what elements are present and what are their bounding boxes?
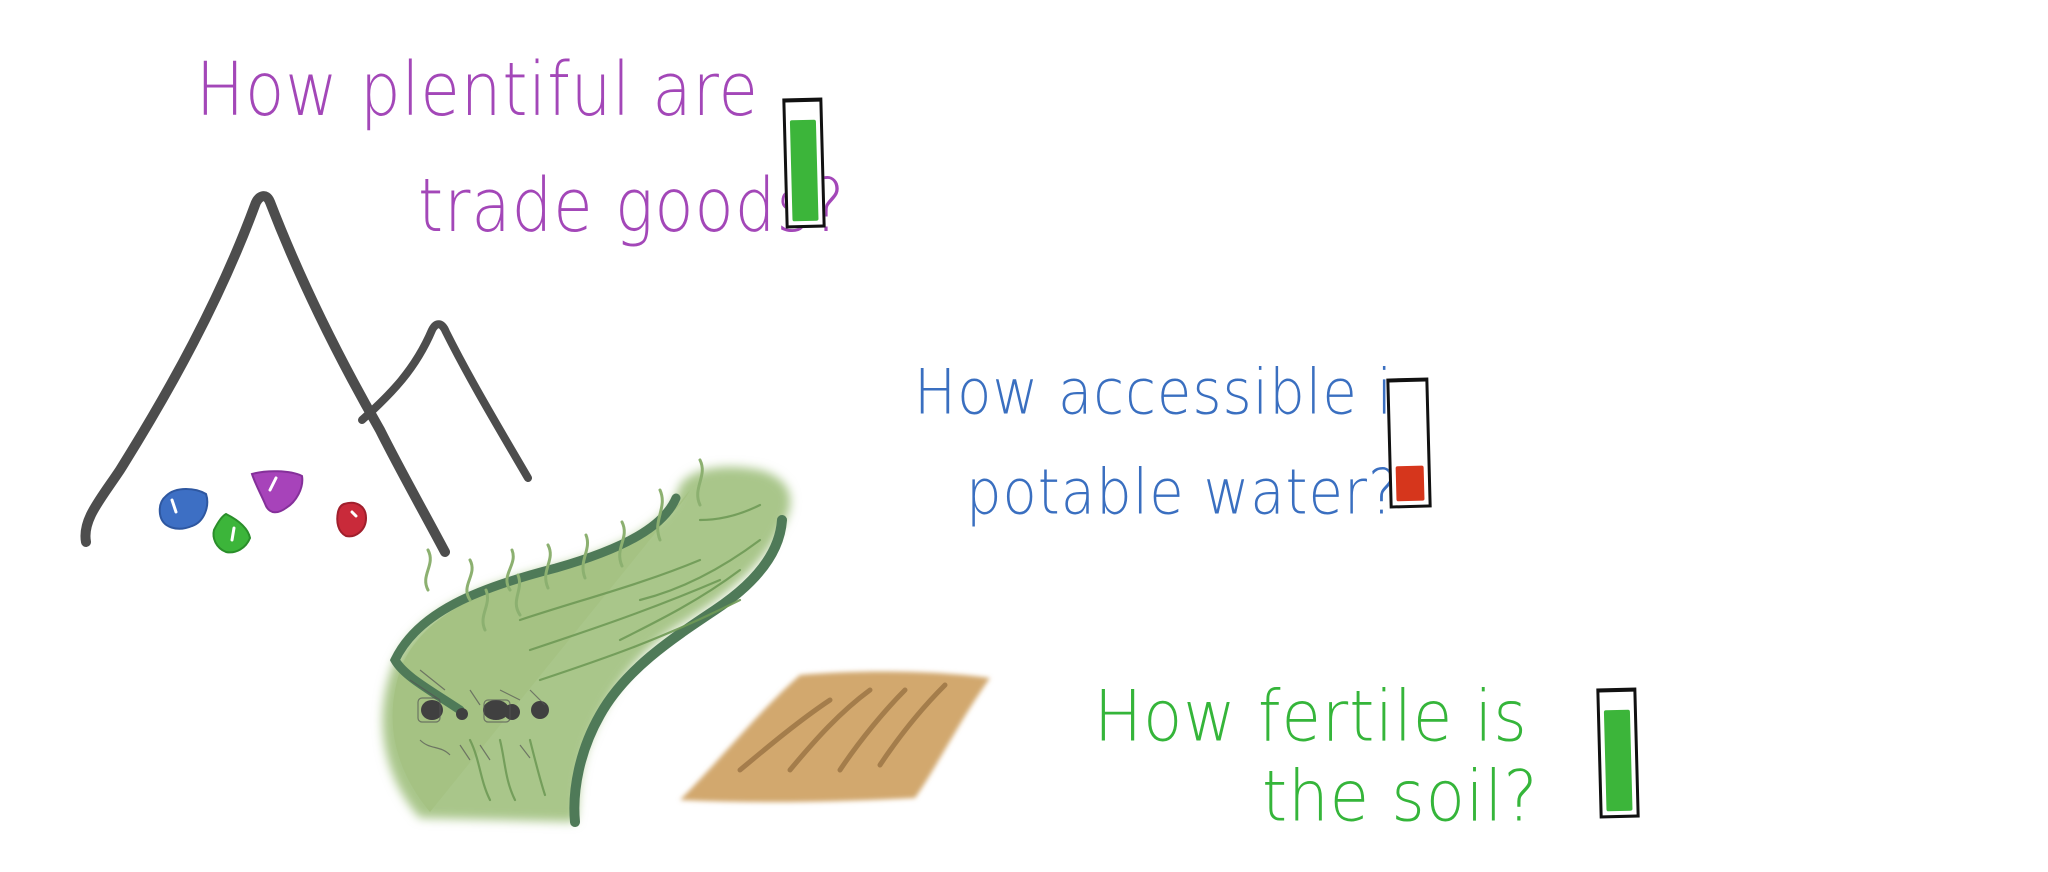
soil-meter [1596, 687, 1640, 819]
water-question-line1: How accessible is [914, 356, 1424, 430]
soil-question-line1: How fertile is [1094, 676, 1528, 758]
gems [158, 470, 368, 554]
trade-goods-meter-fill [789, 119, 819, 222]
red-gem-icon [336, 501, 368, 538]
soil-question-line2: the soil? [1262, 756, 1539, 838]
river-icon [382, 458, 791, 827]
trade-goods-meter [782, 97, 826, 229]
water-question-line2: potable water? [966, 456, 1399, 530]
trade-goods-question-line1: How plentiful are [196, 48, 759, 134]
water-meter-fill [1395, 465, 1425, 502]
blue-gem-icon [158, 488, 209, 530]
mountain-icon [80, 191, 532, 557]
soil-meter-fill [1603, 709, 1633, 812]
plowed-field-icon [680, 671, 990, 803]
water-meter [1386, 377, 1432, 509]
trade-goods-question-line2: trade goods? [418, 164, 846, 250]
purple-gem-icon [250, 470, 304, 514]
